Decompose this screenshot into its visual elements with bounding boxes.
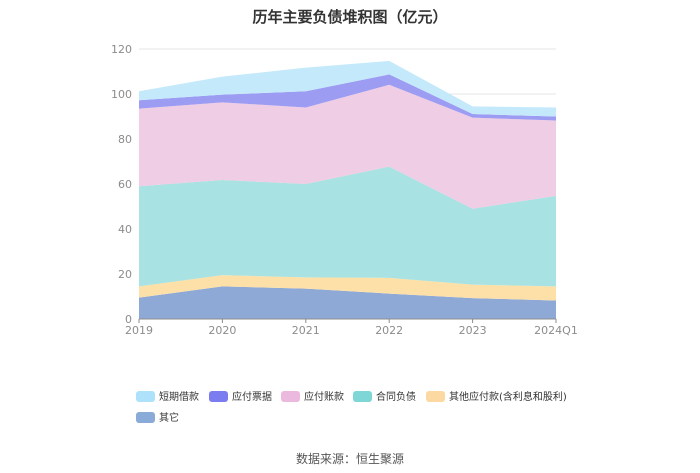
legend-item-accounts-payable[interactable]: 应付账款 [281,390,344,403]
legend-item-short-term-loans[interactable]: 短期借款 [136,390,199,403]
legend-swatch-notes-payable [209,391,228,402]
area-series-2[interactable] [139,166,556,287]
legend-label-notes-payable: 应付票据 [232,390,272,403]
legend-label-other: 其它 [159,411,179,424]
area-series-4[interactable] [139,74,556,121]
legend-swatch-accounts-payable [281,391,300,402]
legend-swatch-other [136,412,155,423]
y-tick-label: 40 [118,223,132,236]
x-tick-label: 2022 [375,324,403,337]
x-axis: 2019 2020 2021 2022 2023 2024Q1 [125,318,578,337]
y-tick-label: 80 [118,133,132,146]
legend-label-contract-liabilities: 合同负债 [376,390,416,403]
area-series-0[interactable] [139,286,556,319]
legend: 短期借款 应付票据 应付账款 合同负债 其他应付款(含利息和股利) 其它 [136,390,567,424]
legend-item-notes-payable[interactable]: 应付票据 [209,390,272,403]
x-tick-label: 2021 [292,324,320,337]
y-tick-label: 20 [118,268,132,281]
legend-label-accounts-payable: 应付账款 [304,390,344,403]
y-tick-label: 60 [118,178,132,191]
legend-item-contract-liabilities[interactable]: 合同负债 [353,390,416,403]
y-axis: 0 20 40 60 80 100 120 [111,43,132,326]
legend-swatch-short-term-loans [136,391,155,402]
y-tick-label: 120 [111,43,132,56]
legend-label-short-term-loans: 短期借款 [159,390,199,403]
legend-swatch-contract-liabilities [353,391,372,402]
data-source: 数据来源：恒生聚源 [295,452,404,466]
x-tick-label: 2020 [208,324,236,337]
y-tick-label: 0 [125,313,132,326]
legend-label-other-payables: 其他应付款(含利息和股利) [449,390,567,403]
area-series-5[interactable] [139,60,556,117]
legend-item-other[interactable]: 其它 [136,411,179,424]
area-series-1[interactable] [139,275,556,301]
x-tick-label: 2019 [125,324,153,337]
area-series-group [139,60,556,319]
legend-item-other-payables[interactable]: 其他应付款(含利息和股利) [426,390,567,403]
x-tick-label: 2023 [459,324,487,337]
area-series-3[interactable] [139,84,556,209]
y-tick-label: 100 [111,88,132,101]
chart-title: 历年主要负债堆积图（亿元） [252,8,448,26]
x-tick-label: 2024Q1 [534,324,578,337]
legend-swatch-other-payables [426,391,445,402]
